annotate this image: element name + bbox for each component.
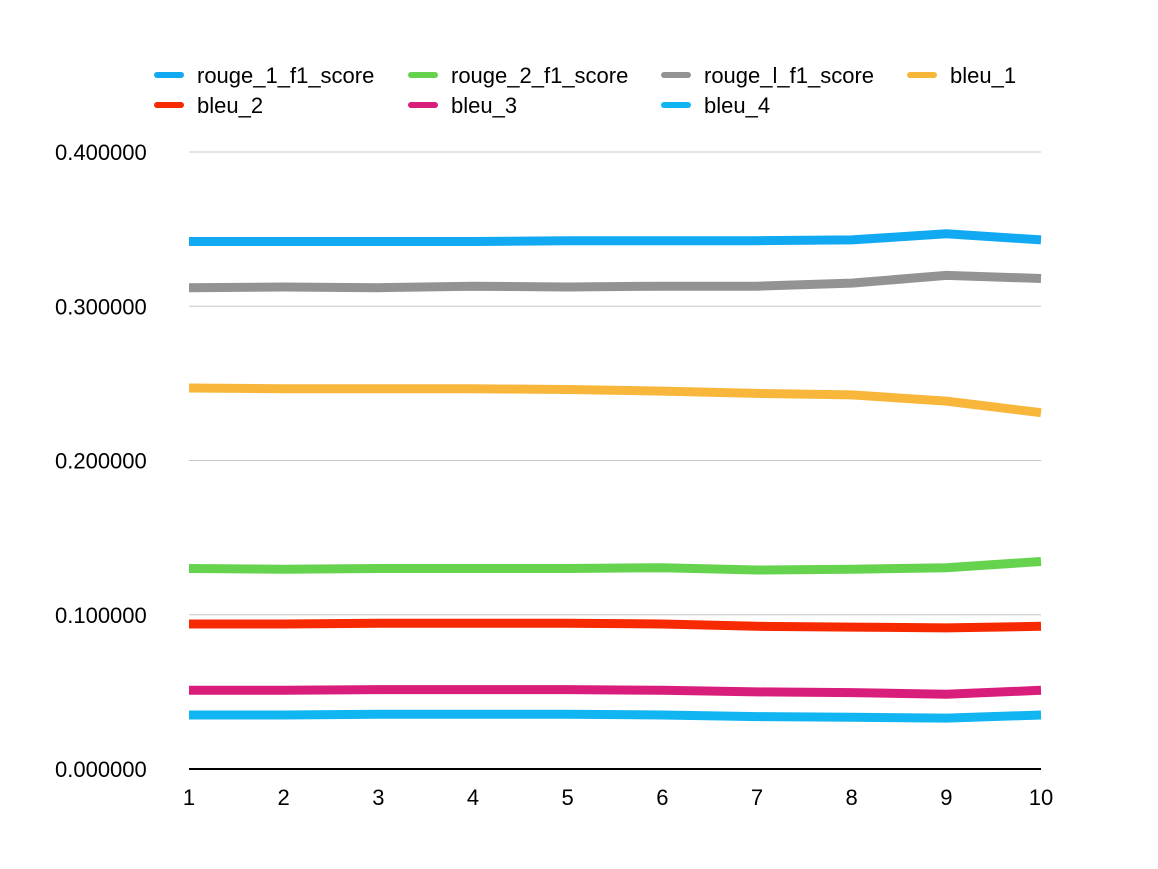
x-tick-label: 9: [940, 785, 952, 810]
legend-item-bleu-2: bleu_2: [154, 93, 263, 118]
series-line: [189, 618, 1042, 633]
series-bleu-3: [189, 685, 1042, 699]
series-line: [188, 557, 1042, 575]
y-tick-label: 0.300000: [55, 294, 147, 319]
legend-label: rouge_1_f1_score: [197, 63, 374, 88]
x-tick-label: 2: [278, 785, 290, 810]
x-tick-label: 8: [846, 785, 858, 810]
legend-item-rouge-l-f1-score: rouge_l_f1_score: [661, 63, 874, 88]
legend-item-bleu-3: bleu_3: [408, 93, 517, 118]
series-line: [188, 383, 1042, 418]
y-tick-label: 0.000000: [55, 757, 147, 782]
legend-item-rouge-2-f1-score: rouge_2_f1_score: [408, 63, 628, 88]
series-line: [189, 685, 1042, 699]
series-lines: [188, 229, 1042, 723]
x-tick-label: 7: [751, 785, 763, 810]
series-bleu-4: [189, 709, 1042, 723]
series-line: [189, 709, 1042, 723]
legend-item-bleu-4: bleu_4: [661, 93, 770, 118]
x-tick-label: 4: [467, 785, 479, 810]
series-rouge-1-f1-score: [189, 229, 1042, 246]
y-axis-ticks: 0.000000 0.100000 0.200000 0.300000 0.400000: [55, 140, 147, 782]
legend-item-bleu-1: bleu_1: [907, 63, 1016, 88]
legend-label: bleu_1: [950, 63, 1016, 88]
series-line: [189, 229, 1042, 246]
x-tick-label: 3: [372, 785, 384, 810]
legend-label: bleu_3: [451, 93, 517, 118]
legend-item-rouge-1-f1-score: rouge_1_f1_score: [154, 63, 374, 88]
x-tick-label: 6: [656, 785, 668, 810]
legend: rouge_1_f1_score rouge_2_f1_score rouge_l_…: [154, 63, 1016, 118]
x-tick-label: 1: [183, 785, 195, 810]
legend-label: bleu_2: [197, 93, 263, 118]
series-bleu-2: [189, 618, 1042, 633]
legend-label: rouge_l_f1_score: [704, 63, 874, 88]
legend-label: rouge_2_f1_score: [451, 63, 628, 88]
x-tick-label: 5: [562, 785, 574, 810]
legend-label: bleu_4: [704, 93, 770, 118]
series-rouge-l-f1-score: [188, 270, 1042, 293]
series-rouge-2-f1-score: [188, 557, 1042, 575]
y-tick-label: 0.400000: [55, 140, 147, 165]
x-axis-ticks: 1 2 3 4 5 6 7 8 9 10: [183, 785, 1053, 810]
x-tick-label: 10: [1029, 785, 1053, 810]
gridlines: [189, 151, 1041, 770]
series-bleu-1: [188, 383, 1042, 418]
y-tick-label: 0.200000: [55, 449, 147, 474]
series-line: [188, 270, 1042, 293]
y-tick-label: 0.100000: [55, 603, 147, 628]
